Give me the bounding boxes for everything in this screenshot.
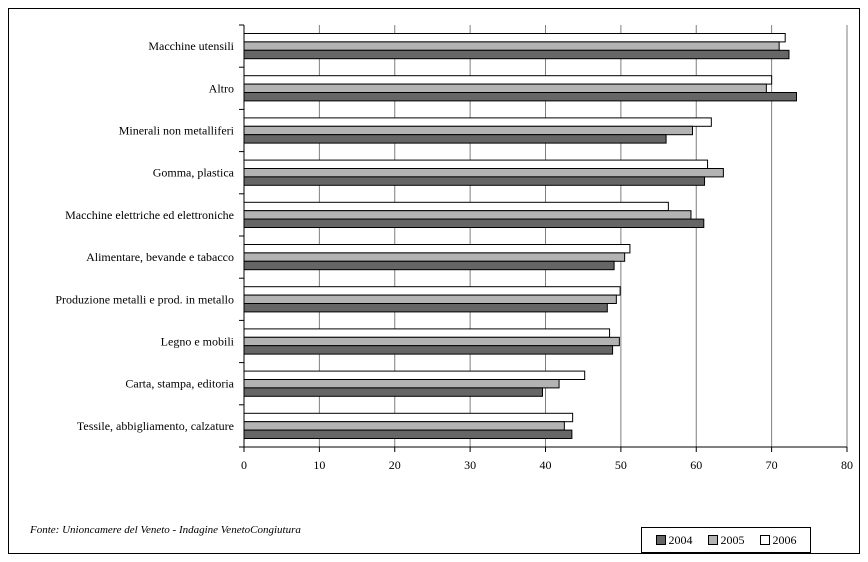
legend-swatch-2006 bbox=[759, 535, 770, 545]
bar-2005-0 bbox=[243, 41, 780, 51]
bar-2006-6 bbox=[243, 286, 621, 296]
category-label-9: Tessile, abbigliamento, calzature bbox=[77, 419, 234, 433]
x-tick-label-30: 30 bbox=[464, 458, 476, 472]
bar-2005-5 bbox=[243, 252, 626, 262]
legend-swatch-2005 bbox=[707, 535, 718, 545]
bar-2004-1 bbox=[243, 92, 797, 102]
bar-2006-4 bbox=[243, 201, 669, 212]
bar-2006-7 bbox=[243, 328, 611, 338]
category-label-6: Produzione metalli e prod. in metallo bbox=[55, 292, 234, 306]
bar-2004-6 bbox=[243, 303, 608, 313]
bar-2004-8 bbox=[243, 387, 543, 397]
bar-2005-9 bbox=[243, 421, 565, 431]
bar-2006-3 bbox=[243, 159, 709, 170]
x-tick-label-60: 60 bbox=[690, 458, 702, 472]
bar-2004-0 bbox=[243, 49, 790, 60]
category-label-8: Carta, stampa, editoria bbox=[125, 377, 234, 391]
legend-item-2004: 2004 bbox=[655, 532, 693, 548]
bar-2004-9 bbox=[243, 429, 573, 440]
bar-2004-4 bbox=[243, 218, 705, 229]
bar-2005-4 bbox=[243, 210, 692, 220]
bar-2006-2 bbox=[243, 117, 712, 127]
bar-2004-7 bbox=[243, 345, 614, 355]
bar-2005-2 bbox=[243, 125, 693, 136]
bar-2006-0 bbox=[243, 33, 786, 43]
category-labels: Macchine utensili Altro Minerali non metal… bbox=[55, 39, 234, 433]
bar-2005-7 bbox=[243, 336, 620, 347]
bar-2004-2 bbox=[243, 134, 667, 144]
category-label-0: Macchine utensili bbox=[148, 39, 234, 53]
bar-2006-9 bbox=[243, 412, 574, 423]
bars-group bbox=[243, 33, 797, 440]
bar-2005-6 bbox=[243, 294, 617, 305]
source-note: Fonte: Unioncamere del Veneto - Indagine… bbox=[30, 524, 301, 536]
legend-swatch-2004 bbox=[655, 535, 666, 545]
category-label-3: Gomma, plastica bbox=[153, 166, 235, 180]
bar-2006-1 bbox=[243, 75, 773, 85]
x-tick-label-50: 50 bbox=[615, 458, 627, 472]
legend-item-2006: 2006 bbox=[759, 532, 797, 548]
bar-2005-1 bbox=[243, 83, 767, 93]
category-label-5: Alimentare, bevande e tabacco bbox=[86, 250, 234, 264]
legend-label-2004: 2004 bbox=[668, 532, 693, 547]
legend: 2004 2005 2006 bbox=[641, 527, 811, 553]
category-label-7: Legno e mobili bbox=[161, 335, 235, 349]
x-tick-label-0: 0 bbox=[241, 458, 247, 472]
axes bbox=[239, 24, 848, 452]
x-tick-label-70: 70 bbox=[766, 458, 778, 472]
bar-2004-5 bbox=[243, 260, 615, 271]
x-tick-label-80: 80 bbox=[841, 458, 853, 472]
category-label-2: Minerali non metalliferi bbox=[119, 124, 235, 138]
legend-item-2005: 2005 bbox=[707, 532, 745, 548]
x-tick-label-10: 10 bbox=[313, 458, 325, 472]
x-tick-label-20: 20 bbox=[389, 458, 401, 472]
bar-2005-3 bbox=[243, 168, 724, 178]
bar-2004-3 bbox=[243, 176, 706, 186]
bar-2005-8 bbox=[243, 379, 560, 389]
bar-2006-8 bbox=[243, 370, 586, 381]
category-label-1: Altro bbox=[209, 81, 234, 95]
category-label-4: Macchine elettriche ed elettroniche bbox=[65, 208, 234, 222]
legend-label-2006: 2006 bbox=[772, 532, 797, 547]
bar-2006-5 bbox=[243, 244, 631, 254]
legend-label-2005: 2005 bbox=[720, 532, 745, 547]
x-tick-label-40: 40 bbox=[540, 458, 552, 472]
tick-labels: 0 10 20 30 40 50 60 70 80 bbox=[241, 458, 853, 472]
